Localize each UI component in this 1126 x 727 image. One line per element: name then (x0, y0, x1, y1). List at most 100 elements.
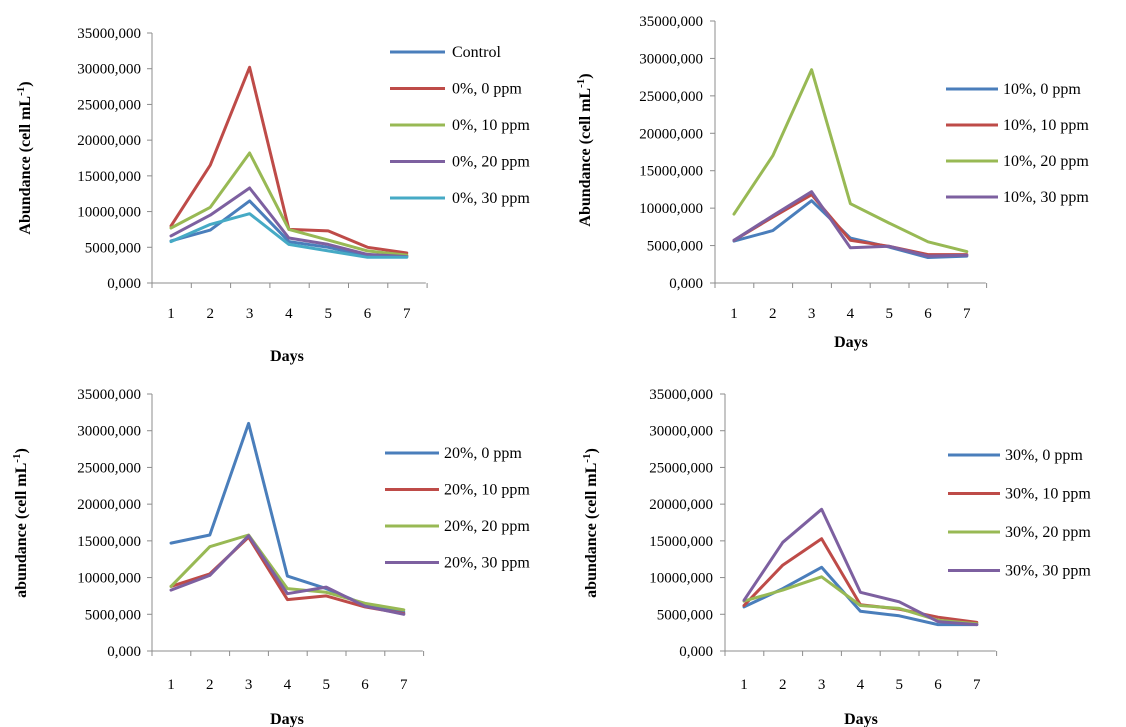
x-tick-label: 5 (895, 677, 903, 693)
y-tick-label: 35000,000 (77, 387, 141, 403)
x-tick-label: 3 (246, 306, 254, 322)
legend-label: 30%, 30 ppm (1005, 563, 1091, 580)
legend-label: Control (452, 44, 501, 61)
y-tick-label: 5000,000 (657, 607, 713, 623)
y-tick-label: 10000,000 (639, 201, 703, 217)
y-tick-label: 0,000 (107, 276, 141, 292)
series-line-5 (169, 212, 409, 259)
legend-label: 30%, 0 ppm (1005, 447, 1083, 464)
x-tick-label: 1 (740, 677, 748, 693)
x-tick-label: 1 (167, 306, 175, 322)
y-tick-label: 35000,000 (77, 26, 141, 42)
y-tick-label: 15000,000 (77, 534, 141, 550)
y-tick-label: 20000,000 (77, 497, 141, 513)
x-tick-label: 1 (167, 677, 175, 693)
y-tick-label: 0,000 (107, 644, 141, 660)
y-tick-label: 30000,000 (649, 424, 713, 440)
x-tick-label: 4 (284, 677, 292, 693)
x-tick-label: 1 (730, 306, 738, 322)
x-axis-title: Days (844, 711, 878, 727)
x-tick-label: 3 (808, 306, 816, 322)
y-tick-label: 10000,000 (649, 571, 713, 587)
x-tick-label: 2 (779, 677, 787, 693)
chart-panel-0: 0,000 5000,000 10000,000 15000,000 20000,000… (15, 26, 530, 365)
y-tick-label: 35000,000 (649, 387, 713, 403)
series-line-3 (169, 533, 406, 612)
y-axis-title: Abundance (cell mL-1) (575, 73, 594, 226)
y-tick-label: 10000,000 (77, 205, 141, 221)
y-tick-label: 15000,000 (639, 164, 703, 180)
y-axis-title: Abundance (cell mL-1) (15, 81, 34, 234)
legend-label: 10%, 30 ppm (1003, 189, 1089, 206)
y-tick-label: 0,000 (669, 276, 703, 292)
x-tick-label: 7 (963, 306, 971, 322)
x-tick-label: 5 (324, 306, 332, 322)
x-tick-label: 5 (322, 677, 330, 693)
legend-label: 0%, 20 ppm (452, 154, 530, 171)
x-tick-label: 2 (207, 306, 215, 322)
legend-label: 0%, 10 ppm (452, 117, 530, 134)
y-axis-title: abundance (cell mL-1) (11, 448, 30, 598)
chart-panel-2: 0,000 5000,000 10000,000 15000,000 20000,000… (11, 387, 530, 727)
series-line-4 (169, 186, 409, 259)
y-tick-label: 20000,000 (77, 133, 141, 149)
y-tick-label: 25000,000 (639, 89, 703, 105)
y-tick-label: 20000,000 (639, 126, 703, 142)
x-tick-label: 6 (924, 306, 932, 322)
legend-label: 20%, 0 ppm (444, 445, 522, 462)
legend-label: 20%, 20 ppm (444, 518, 530, 535)
x-tick-label: 6 (364, 306, 372, 322)
series-line-1 (742, 565, 979, 627)
y-tick-label: 30000,000 (77, 424, 141, 440)
y-tick-label: 35000,000 (639, 14, 703, 30)
chart-panel-3: 0,000 5000,000 10000,000 15000,000 20000,000… (581, 387, 1091, 727)
y-tick-label: 30000,000 (639, 51, 703, 67)
x-tick-label: 2 (206, 677, 214, 693)
y-tick-label: 30000,000 (77, 62, 141, 78)
series-line-4 (742, 507, 979, 627)
x-tick-label: 6 (934, 677, 942, 693)
x-tick-label: 3 (818, 677, 826, 693)
x-axis-title: Days (834, 334, 868, 351)
y-tick-label: 10000,000 (77, 571, 141, 587)
y-tick-label: 5000,000 (85, 240, 141, 256)
x-tick-label: 4 (857, 677, 865, 693)
y-tick-label: 0,000 (679, 644, 713, 660)
legend-label: 0%, 30 ppm (452, 190, 530, 207)
x-tick-label: 6 (361, 677, 369, 693)
series-line-4 (732, 190, 969, 258)
y-tick-label: 5000,000 (85, 607, 141, 623)
series-line-1 (169, 421, 406, 614)
legend-label: 10%, 10 ppm (1003, 117, 1089, 134)
x-tick-label: 7 (403, 306, 411, 322)
x-tick-label: 7 (973, 677, 981, 693)
y-tick-label: 15000,000 (77, 169, 141, 185)
legend-label: 30%, 10 ppm (1005, 486, 1091, 503)
y-tick-label: 20000,000 (649, 497, 713, 513)
x-tick-label: 4 (847, 306, 855, 322)
series-line-3 (169, 151, 409, 257)
legend-label: 30%, 20 ppm (1005, 524, 1091, 541)
chart-panel-1: 0,000 5000,000 10000,000 15000,000 20000,000… (575, 14, 1089, 351)
x-axis-title: Days (270, 348, 304, 365)
y-tick-label: 5000,000 (647, 239, 703, 255)
y-tick-label: 25000,000 (77, 460, 141, 476)
legend-label: 20%, 30 ppm (444, 555, 530, 572)
x-axis-title: Days (270, 711, 304, 727)
legend-label: 10%, 0 ppm (1003, 81, 1081, 98)
legend-label: 0%, 0 ppm (452, 81, 522, 98)
x-tick-label: 2 (769, 306, 777, 322)
y-tick-label: 25000,000 (649, 460, 713, 476)
legend-label: 20%, 10 ppm (444, 482, 530, 499)
x-tick-label: 4 (285, 306, 293, 322)
y-tick-label: 25000,000 (77, 97, 141, 113)
series-line-3 (732, 68, 969, 254)
x-tick-label: 3 (245, 677, 253, 693)
series-line-4 (169, 534, 406, 616)
y-axis-title: abundance (cell mL-1) (581, 448, 600, 598)
x-tick-label: 7 (400, 677, 408, 693)
legend-label: 10%, 20 ppm (1003, 153, 1089, 170)
x-tick-label: 5 (885, 306, 893, 322)
y-tick-label: 15000,000 (649, 534, 713, 550)
